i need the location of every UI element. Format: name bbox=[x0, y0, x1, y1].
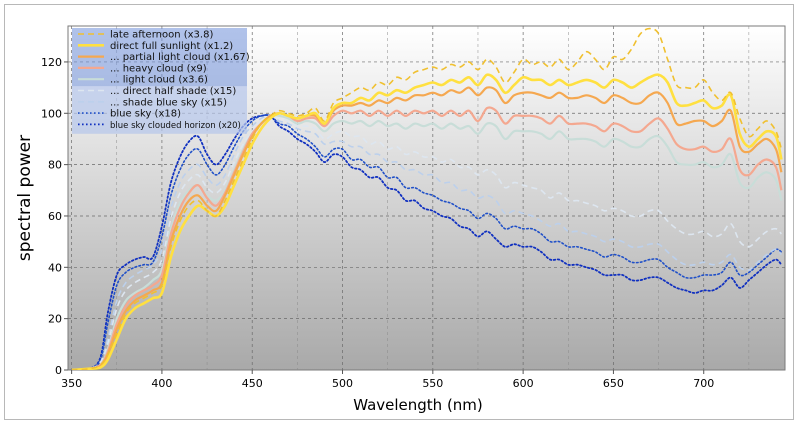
y-tick-label: 120 bbox=[41, 56, 62, 69]
x-tick-label: 450 bbox=[242, 377, 263, 390]
x-tick-label: 550 bbox=[422, 377, 443, 390]
x-tick-label: 350 bbox=[61, 377, 82, 390]
legend-box-fade bbox=[72, 86, 247, 134]
legend-label: ... partial light cloud (x1.67) bbox=[110, 52, 250, 63]
series-line bbox=[71, 86, 783, 370]
x-tick-label: 600 bbox=[513, 377, 534, 390]
y-tick-label: 100 bbox=[41, 107, 62, 120]
series-line bbox=[71, 115, 782, 370]
y-tick-label: 80 bbox=[48, 159, 62, 172]
y-tick-label: 20 bbox=[48, 313, 62, 326]
legend-label: ... heavy cloud (x9) bbox=[110, 63, 207, 74]
legend-label: blue sky clouded horizon (x20) bbox=[110, 121, 241, 131]
legend-label: ... light cloud (x3.6) bbox=[110, 75, 208, 86]
legend-label: direct full sunlight (x1.2) bbox=[110, 41, 233, 52]
x-tick-label: 650 bbox=[603, 377, 624, 390]
legend-label: late afternoon (x3.8) bbox=[110, 30, 213, 41]
legend-label: ... shade blue sky (x15) bbox=[110, 97, 227, 108]
y-tick-label: 40 bbox=[48, 261, 62, 274]
series-line bbox=[71, 114, 783, 370]
series-line bbox=[71, 106, 783, 370]
y-axis-title: spectral power bbox=[15, 135, 35, 261]
x-tick-label: 400 bbox=[151, 377, 172, 390]
legend-label: blue sky (x18) bbox=[110, 109, 181, 120]
series-line bbox=[70, 114, 783, 370]
x-tick-label: 500 bbox=[332, 377, 353, 390]
series-line bbox=[70, 114, 783, 370]
y-tick-label: 0 bbox=[55, 364, 62, 377]
axis-ticks: 350 400 450 500 550 600 650 700 0 20 40 60 80 100 120 bbox=[41, 56, 714, 390]
series-layer bbox=[70, 27, 783, 370]
series-line bbox=[71, 27, 783, 370]
legend-label: ... direct half shade (x15) bbox=[110, 86, 236, 97]
legend: late afternoon (x3.8)direct full sunligh… bbox=[72, 28, 250, 134]
x-tick-label: 700 bbox=[693, 377, 714, 390]
series-line bbox=[71, 73, 783, 370]
y-tick-label: 60 bbox=[48, 210, 62, 223]
x-axis-title: Wavelength (nm) bbox=[353, 396, 483, 414]
